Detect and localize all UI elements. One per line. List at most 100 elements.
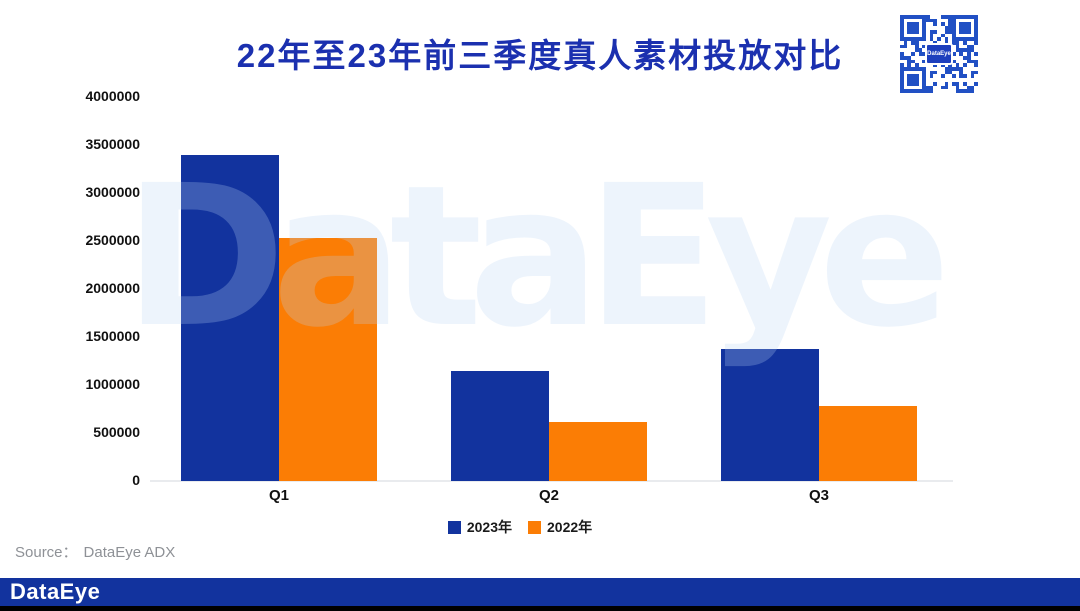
qr-module <box>974 63 978 67</box>
qr-module <box>911 22 915 27</box>
qr-module <box>948 18 952 23</box>
qr-module <box>937 37 941 41</box>
qr-module <box>907 81 912 86</box>
qr-module <box>900 37 904 41</box>
qr-module <box>918 48 923 53</box>
qr-module <box>914 22 919 27</box>
y-axis-tick-label: 500000 <box>93 424 140 440</box>
qr-module <box>959 66 964 71</box>
qr-module <box>914 63 919 67</box>
qr-module <box>907 15 912 19</box>
qr-module <box>922 66 926 71</box>
qr-module <box>948 15 952 19</box>
qr-module <box>951 22 956 27</box>
qr-module <box>974 26 978 30</box>
qr-module <box>903 37 908 41</box>
qr-module <box>970 59 975 64</box>
qr-module <box>970 74 975 79</box>
qr-module <box>929 37 934 41</box>
qr-module <box>914 44 919 49</box>
qr-module <box>966 37 971 41</box>
qr-module <box>951 40 956 45</box>
qr-module <box>903 66 908 71</box>
bar-2023年-Q2 <box>451 371 549 481</box>
qr-module <box>922 29 926 34</box>
qr-module <box>974 18 978 23</box>
qr-module <box>900 33 904 38</box>
qr-module <box>922 33 926 38</box>
bar-2022年-Q3 <box>819 406 917 481</box>
qr-module <box>944 29 949 34</box>
qr-module <box>974 59 978 64</box>
qr-module <box>911 74 915 79</box>
qr-module <box>944 15 949 19</box>
qr-module <box>914 78 919 82</box>
qr-module <box>933 81 938 86</box>
qr-module <box>940 33 945 38</box>
qr-module <box>951 18 956 23</box>
qr-module <box>955 48 960 53</box>
qr-module <box>918 52 923 56</box>
qr-module <box>974 29 978 34</box>
qr-module <box>955 44 960 49</box>
qr-module <box>914 48 919 53</box>
bar-2022年-Q1 <box>279 238 377 481</box>
qr-module <box>900 85 904 90</box>
qr-module <box>900 29 904 34</box>
dataeye-logo: DataEye <box>10 579 101 604</box>
qr-module <box>944 37 949 41</box>
y-axis-tick-label: 2500000 <box>85 232 140 248</box>
qr-module <box>900 26 904 30</box>
qr-module <box>959 29 964 34</box>
qr-module <box>914 37 919 41</box>
qr-module <box>963 81 967 86</box>
qr-module <box>966 26 971 30</box>
qr-module <box>929 18 934 23</box>
qr-module <box>914 74 919 79</box>
qr-module <box>922 89 926 93</box>
qr-module <box>955 85 960 90</box>
qr-module <box>900 18 904 23</box>
qr-module <box>925 85 930 90</box>
qr-module <box>907 37 912 41</box>
qr-module <box>911 89 915 93</box>
qr-module <box>922 59 926 64</box>
qr-module <box>940 15 945 19</box>
qr-module <box>966 55 971 60</box>
qr-module <box>914 40 919 45</box>
bottom-strip <box>0 606 1080 611</box>
legend-label: 2023年 <box>466 519 512 535</box>
qr-module <box>922 78 926 82</box>
qr-module <box>951 81 956 86</box>
qr-module <box>911 52 915 56</box>
qr-module <box>914 29 919 34</box>
qr-module <box>948 70 952 75</box>
y-axis-tick-label: 0 <box>132 472 140 488</box>
qr-module <box>951 59 956 64</box>
y-axis-tick-label: 4000000 <box>85 88 140 104</box>
qr-module <box>951 29 956 34</box>
qr-module <box>907 78 912 82</box>
qr-module <box>974 22 978 27</box>
qr-module <box>911 15 915 19</box>
qr-module <box>933 40 938 45</box>
qr-module <box>970 37 975 41</box>
qr-module <box>970 44 975 49</box>
legend-item-2023年: 2023年 <box>447 517 512 537</box>
qr-module <box>907 74 912 79</box>
qr-module <box>959 22 964 27</box>
qr-module <box>900 15 904 19</box>
qr-module <box>944 70 949 75</box>
qr-module <box>959 15 964 19</box>
qr-module <box>959 70 964 75</box>
qr-module <box>903 55 908 60</box>
qr-module <box>944 66 949 71</box>
qr-module <box>951 15 956 19</box>
qr-module <box>925 89 930 93</box>
qr-module <box>914 89 919 93</box>
qr-module <box>922 70 926 75</box>
legend-item-2022年: 2022年 <box>528 517 592 537</box>
qr-module <box>948 26 952 30</box>
qr-code: DataEye <box>897 12 981 96</box>
